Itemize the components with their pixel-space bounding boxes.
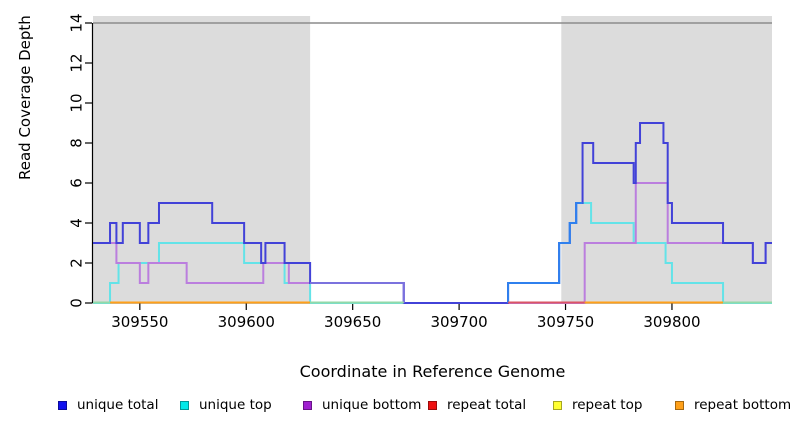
legend-label: repeat total <box>447 397 527 413</box>
overlay-1 <box>310 282 405 303</box>
shaded-region-1 <box>561 16 772 303</box>
x-tick-label: 309650 <box>324 313 381 331</box>
legend-label: repeat bottom <box>694 397 792 413</box>
legend-item-unique-total: unique total <box>58 397 158 413</box>
overlay-0 <box>507 202 583 303</box>
y-tick-label: 8 <box>68 138 86 148</box>
y-tick-label: 0 <box>68 298 86 308</box>
shaded-region-0 <box>93 16 311 303</box>
y-tick-label: 4 <box>68 218 86 228</box>
x-axis-title: Coordinate in Reference Genome <box>299 362 566 381</box>
x-tick-label: 309750 <box>537 313 594 331</box>
x-tick-label: 309550 <box>111 313 168 331</box>
y-tick-label: 12 <box>68 53 86 72</box>
unique-bottom-swatch-icon <box>303 400 312 410</box>
legend-label: repeat top <box>572 397 643 413</box>
y-tick-label: 10 <box>68 93 86 112</box>
y-axis-title-text: Read Coverage Depth <box>16 15 34 180</box>
y-axis-title: Read Coverage Depth <box>16 15 34 180</box>
legend-item-unique-top: unique top <box>180 397 272 413</box>
repeat-bottom-swatch-icon <box>675 400 684 410</box>
legend-label: unique bottom <box>322 397 422 413</box>
y-tick-label: 6 <box>68 178 86 188</box>
legend-label: unique total <box>77 397 159 413</box>
y-tick-label: 14 <box>68 13 86 32</box>
repeat-total-swatch-icon <box>428 400 437 410</box>
legend-item-repeat-total: repeat total <box>428 397 526 413</box>
legend-item-unique-bottom: unique bottom <box>303 397 421 413</box>
repeat-top-swatch-icon <box>553 400 562 410</box>
y-tick-label: 2 <box>68 258 86 268</box>
x-tick-label: 309800 <box>643 313 700 331</box>
legend-item-repeat-top: repeat top <box>553 397 642 413</box>
legend-label: unique top <box>199 397 272 413</box>
x-tick-label: 309700 <box>430 313 487 331</box>
unique-top-swatch-icon <box>180 400 189 410</box>
x-tick-label: 309600 <box>218 313 275 331</box>
unique-total-swatch-icon <box>58 400 67 410</box>
legend-item-repeat-bottom: repeat bottom <box>675 397 791 413</box>
